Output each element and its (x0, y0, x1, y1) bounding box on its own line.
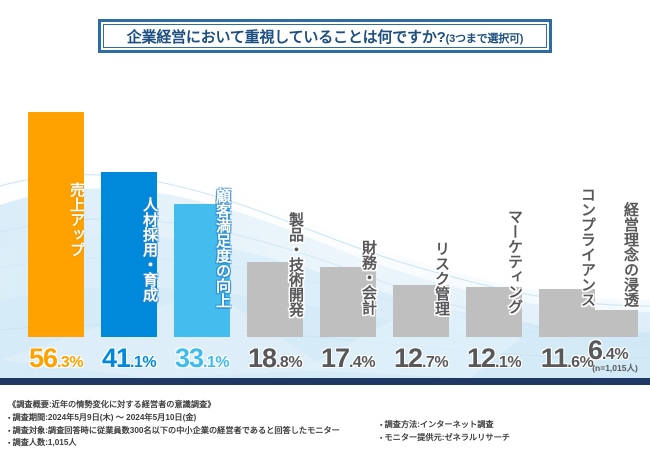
bar-5 (320, 267, 376, 337)
bar-value-6: 12.7% (384, 343, 458, 374)
bar-column-6: リスク管理 12.7% (393, 60, 450, 380)
bar-column-9: 経営理念の浸透 6.4% (n=1,015人) (578, 60, 639, 380)
bar-column-2: 人材採用・育成 41.1% (101, 60, 158, 380)
bar-value-dec-4: .8% (275, 354, 303, 371)
bar-label-3: 顧客満足度の向上 (174, 164, 231, 332)
bar-label-text-1: 売上アップ (68, 182, 85, 257)
survey-respondents: 調査人数:1,015人 (8, 437, 376, 450)
bar-value-dec-5: .4% (348, 354, 376, 371)
bar-column-7: マーケティング 12.1% (466, 60, 523, 380)
bar-value-dec-7: .1% (494, 354, 522, 371)
bar-column-3: 顧客満足度の向上 33.1% (174, 60, 231, 380)
survey-target: 調査対象:調査回答時に従業員数300名以下の中小企業の経営者であると回答したモニ… (8, 425, 376, 438)
bar-value-4: 18.8% (238, 343, 312, 374)
bar-column-1: 売上アップ 56.3% (28, 60, 85, 380)
bar-3 (174, 204, 230, 337)
survey-overview-heading: 《調査概要:近年の情勢変化に対する経営者の意識調査》 (8, 400, 216, 409)
bar-value-int-3: 33 (174, 343, 204, 373)
bar-value-7: 12.1% (457, 343, 531, 374)
bar-label-text-6: リスク管理 (433, 240, 450, 316)
bar-value-int-4: 18 (247, 343, 277, 373)
question-title-box: 企業経営において重視していることは何ですか?(3つまで選択可) (98, 19, 552, 53)
bar-2 (101, 172, 157, 337)
bar-value-8: 11.6% (530, 343, 604, 374)
bar-value-2: 41.1% (92, 343, 166, 374)
bar-label-4: 製品・技術開発 (247, 197, 304, 332)
bar-value-dec-9: .4% (601, 346, 629, 363)
bar-column-4: 製品・技術開発 18.8% (247, 60, 304, 380)
bar-value-dec-6: .7% (421, 354, 449, 371)
bar-label-5: 財務・会計 (320, 222, 377, 332)
bar-value-int-7: 12 (466, 343, 496, 373)
bar-value-1: 56.3% (19, 343, 93, 374)
bar-value-int-1: 56 (28, 343, 58, 373)
bar-value-3: 33.1% (165, 343, 239, 374)
bar-1 (28, 112, 84, 337)
footer-divider (0, 378, 650, 385)
survey-method: 調査方法:インターネット調査 (380, 419, 550, 432)
bar-label-7: マーケティング (466, 190, 523, 332)
bar-7 (466, 287, 522, 337)
bar-label-text-4: 製品・技術開発 (287, 212, 304, 317)
survey-period: 調査期間:2024年5月9日(木) 〜 2024年5月10日(金) (8, 412, 376, 425)
bar-value-9: 6.4% (n=1,015人) (570, 335, 646, 374)
bar-label-1: 売上アップ (28, 107, 85, 332)
bar-label-text-2: 人材採用・育成 (141, 197, 158, 302)
bar-label-text-5: 財務・会計 (360, 239, 377, 315)
question-title-inner-border: 企業経営において重視していることは何ですか?(3つまで選択可) (103, 24, 547, 48)
monitor-provider: モニター提供元:ゼネラルリサーチ (380, 432, 550, 445)
bar-label-6: リスク管理 (393, 224, 450, 332)
bar-9 (578, 310, 638, 337)
bar-value-int-8: 11 (540, 343, 569, 373)
footer: 《調査概要:近年の情勢変化に対する経営者の意識調査》 調査期間:2024年5月9… (0, 385, 650, 450)
page-title-main: 企業経営において重視していることは何ですか? (126, 28, 446, 46)
bar-value-dec-3: .1% (202, 354, 230, 371)
bar-value-int-5: 17 (320, 343, 350, 373)
bar-value-dec-8: .6% (567, 354, 594, 371)
bar-value-int-6: 12 (393, 343, 423, 373)
bar-value-int-9: 6 (587, 335, 603, 365)
bar-4 (247, 262, 303, 337)
page-title-sub: (3つまで選択可) (445, 32, 524, 45)
bar-label-text-3: 顧客満足度の向上 (214, 188, 231, 308)
bar-label-8: コンプライアンス (539, 162, 596, 332)
bar-label-text-9: 経営理念の浸透 (622, 201, 639, 307)
page-title: 企業経営において重視していることは何ですか?(3つまで選択可) (127, 26, 524, 47)
bar-value-dec-1: .3% (56, 354, 84, 371)
sample-size-note: (n=1,015人) (592, 363, 638, 373)
bar-column-5: 財務・会計 17.4% (320, 60, 377, 380)
bar-value-int-2: 41 (101, 343, 131, 373)
bar-value-dec-2: .1% (129, 354, 157, 371)
bar-label-2: 人材採用・育成 (101, 167, 158, 332)
bar-label-text-7: マーケティング (506, 208, 523, 314)
bar-label-text-8: コンプライアンス (579, 187, 596, 307)
bar-label-9: 経営理念の浸透 (578, 176, 639, 332)
bar-value-5: 17.4% (311, 343, 385, 374)
footer-left-column: 《調査概要:近年の情勢変化に対する経営者の意識調査》 調査期間:2024年5月9… (8, 399, 376, 450)
bar-6 (393, 285, 449, 337)
bar-chart: 売上アップ 56.3% 人材採用・育成 41.1% 顧客満足度の向上 33.1% (0, 60, 650, 380)
footer-right-column: 調査方法:インターネット調査 モニター提供元:ゼネラルリサーチ (380, 419, 550, 445)
